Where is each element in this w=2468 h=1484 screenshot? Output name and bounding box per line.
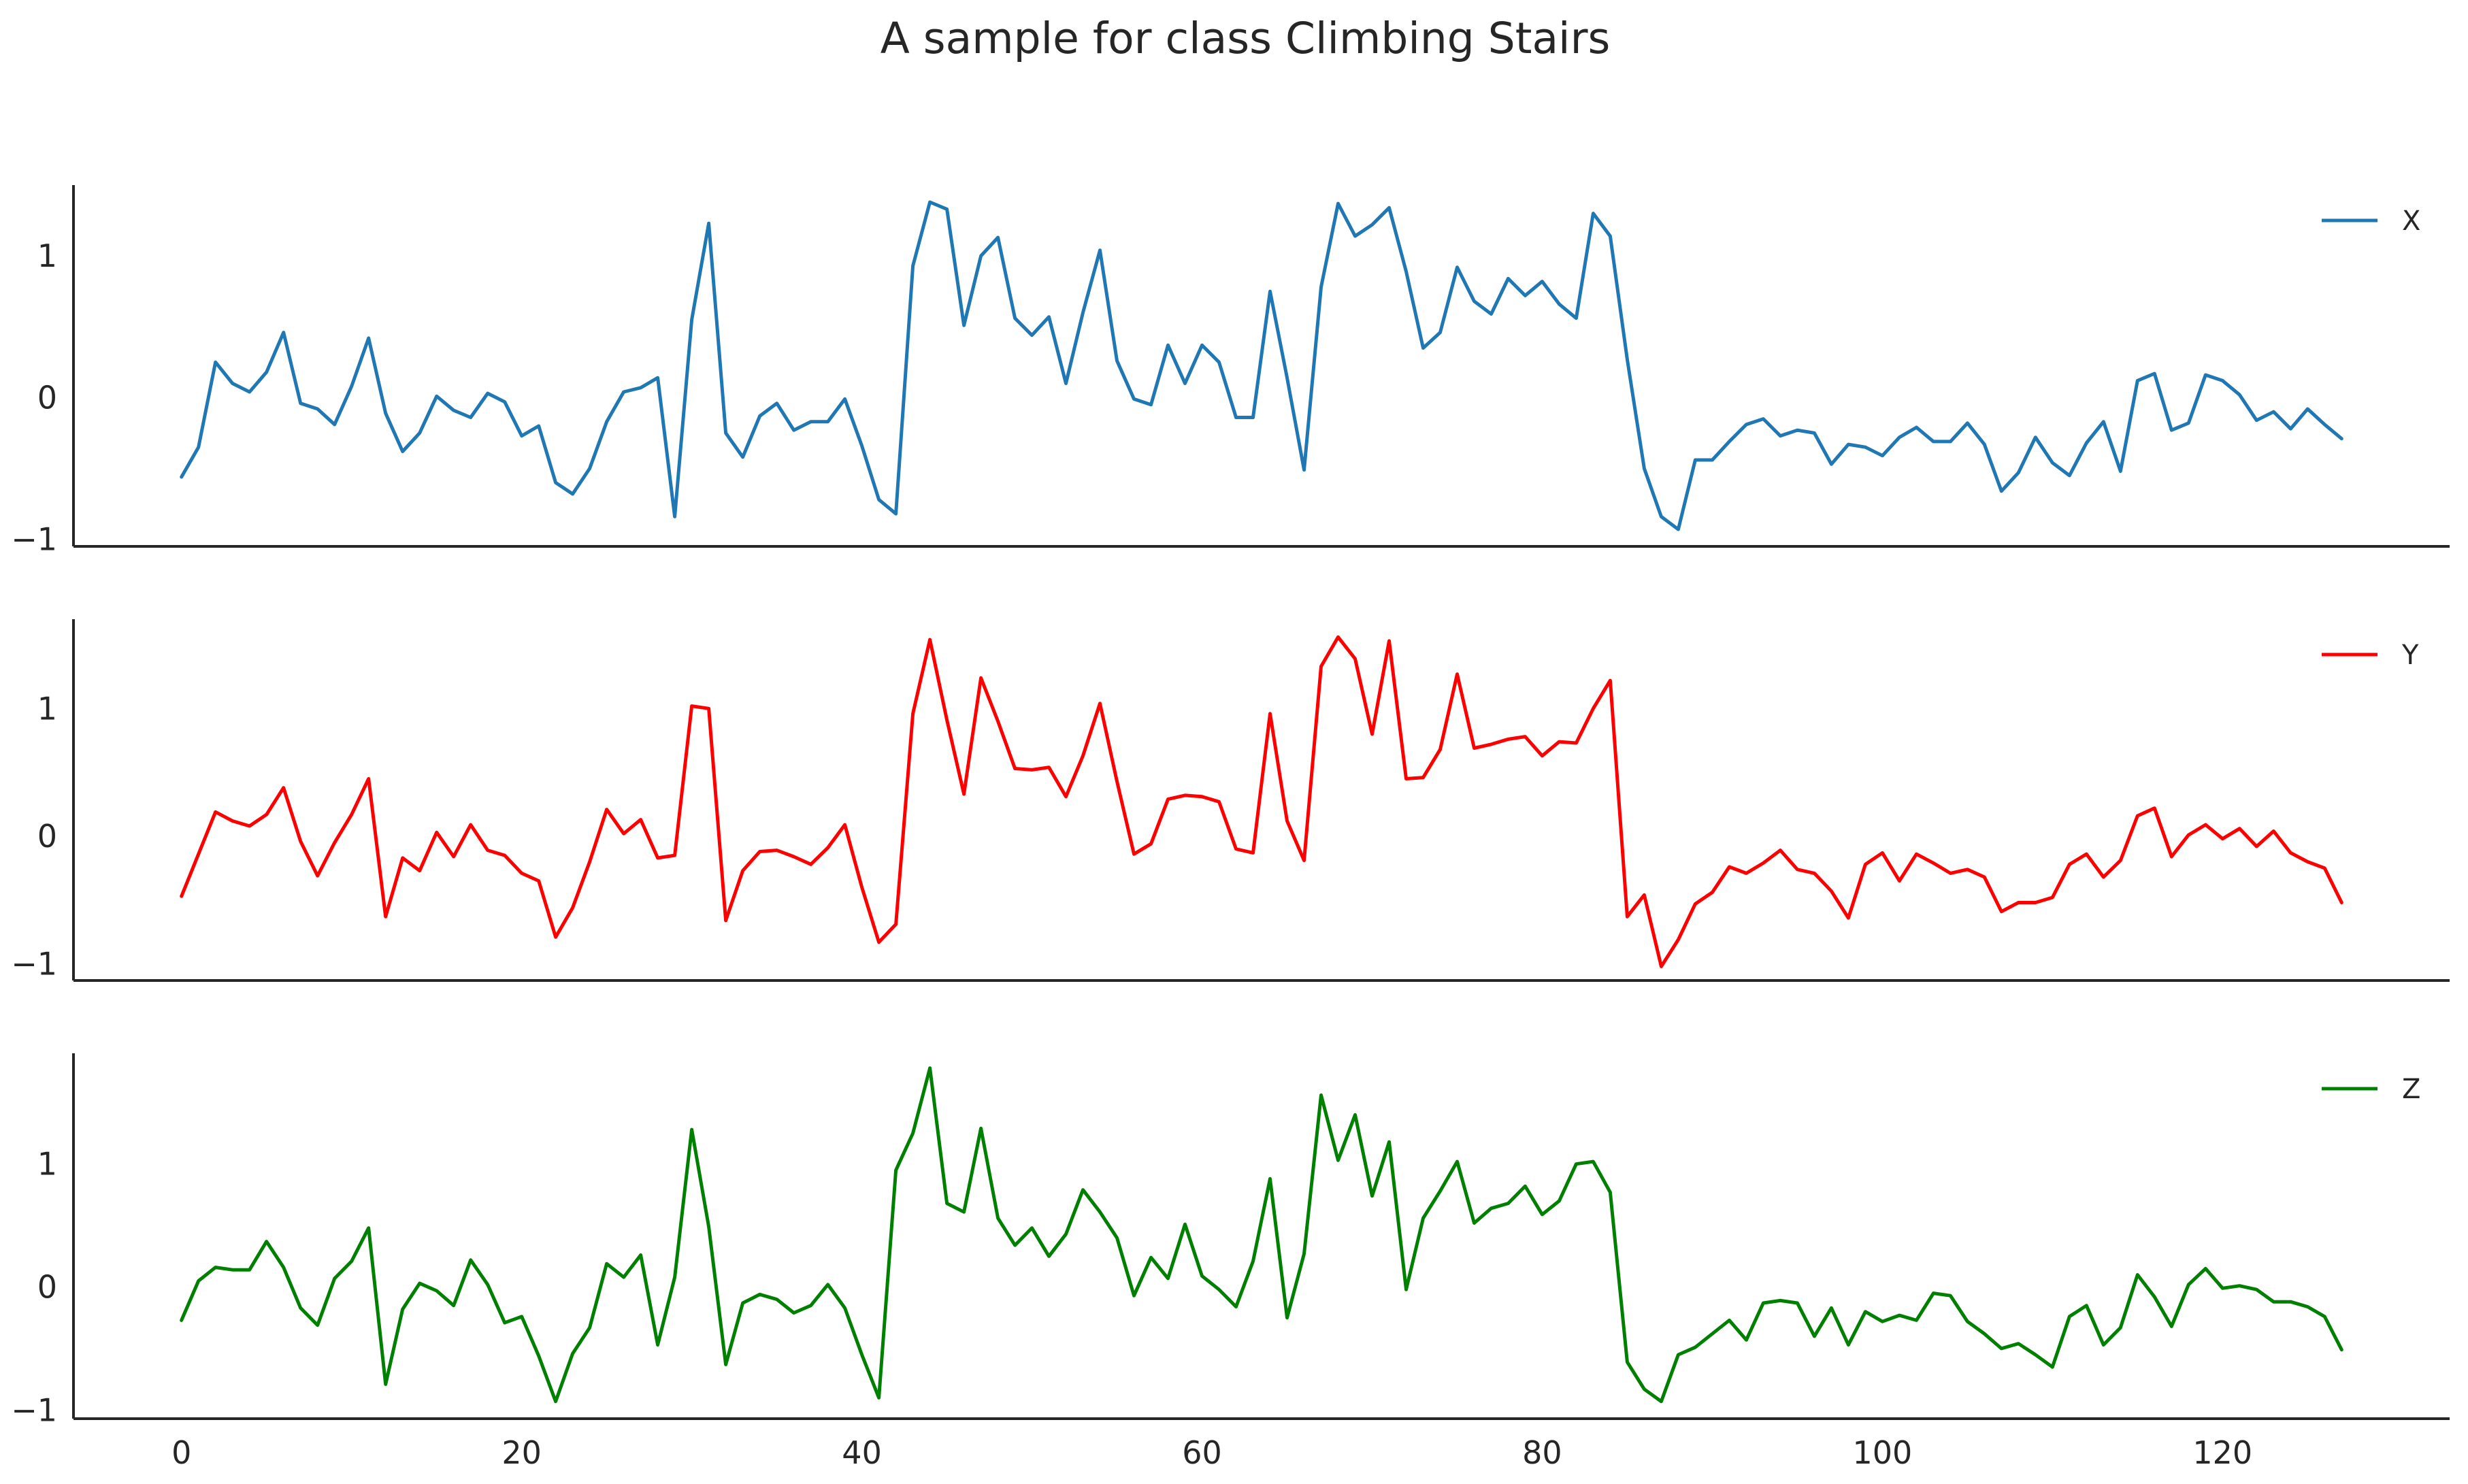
subplot-1: −1 0 1 X xyxy=(11,185,2450,558)
y-tick-label: −1 xyxy=(11,946,57,983)
x-tick-label: 100 xyxy=(1852,1434,1912,1471)
legend: Z xyxy=(2322,1074,2420,1105)
y-tick-label: 0 xyxy=(37,379,57,416)
series-line-z xyxy=(180,1066,2343,1404)
legend: X xyxy=(2322,205,2420,237)
y-tick-label: −1 xyxy=(11,521,57,558)
x-tick-label: 40 xyxy=(842,1434,882,1471)
subplot-2: −1 0 1 Y xyxy=(11,619,2450,983)
series-line-y xyxy=(180,635,2343,968)
x-tick-label: 120 xyxy=(2192,1434,2252,1471)
figure-title: A sample for class Climbing Stairs xyxy=(881,14,1611,63)
x-tick-label: 80 xyxy=(1522,1434,1562,1471)
legend-label: Z xyxy=(2402,1074,2420,1105)
legend-label: Y xyxy=(2401,640,2419,671)
y-tick-label: 0 xyxy=(37,1269,57,1306)
y-tick-label: −1 xyxy=(11,1391,57,1428)
x-tick-label: 20 xyxy=(501,1434,542,1471)
legend-label: X xyxy=(2402,205,2420,237)
x-tick-label: 60 xyxy=(1182,1434,1222,1471)
x-tick-label: 0 xyxy=(171,1434,191,1471)
y-tick-label: 1 xyxy=(37,1146,57,1183)
series-line-x xyxy=(180,200,2343,531)
y-tick-label: 1 xyxy=(37,237,57,274)
y-tick-label: 0 xyxy=(37,818,57,855)
legend: Y xyxy=(2322,640,2419,671)
y-tick-label: 1 xyxy=(37,690,57,727)
